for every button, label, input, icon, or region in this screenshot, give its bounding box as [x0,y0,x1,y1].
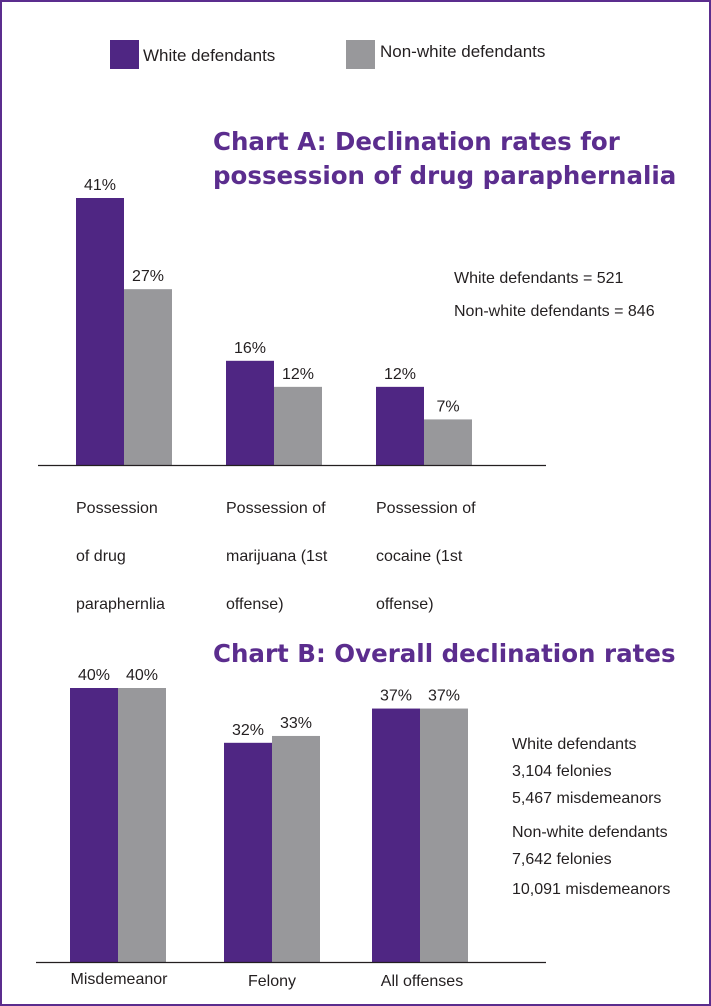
chart-a-category-1-line-2: of drug [76,548,126,565]
chart-a-note-nonwhite: Non-white defendants = 846 [454,303,655,320]
chart-b-bar-nonwhite-2 [272,735,320,962]
chart-a-category-3-line-3: offense) [376,596,434,613]
chart-b-bar-nonwhite-3 [420,708,468,962]
chart-a-category-2-line-1: Possession of [226,500,326,517]
chart-a-title-line-1: Chart A: Declination rates for [213,127,620,156]
chart-a-category-1-line-3: paraphernlia [76,596,165,613]
legend-label-nonwhite: Non-white defendants [380,42,546,61]
chart-a-data-label-white-3: 12% [384,366,416,383]
chart-b-data-label-white-1: 40% [78,667,110,684]
chart-a-category-label-3: Possession of cocaine (1st offense) [376,473,476,641]
chart-b-category-label-3: All offenses [380,973,464,990]
chart-a-bar-nonwhite-3 [424,419,472,465]
legend-swatch-nonwhite [346,40,375,69]
chart-a-data-label-white-2: 16% [234,340,266,357]
chart-b-category-label-2: Felony [247,973,297,990]
chart-a-category-3-line-2: cocaine (1st [376,548,463,565]
chart-b-note-nonwhite-misdemeanors: 10,091 misdemeanors [512,881,671,898]
legend-label-white: White defendants [143,46,276,65]
legend-swatch-white [110,40,139,69]
chart-b-data-label-nonwhite-2: 33% [280,715,312,732]
chart-b-bar-white-2 [224,742,272,962]
chart-a-bar-white-1 [76,198,124,465]
chart-b-note-white-felonies: 3,104 felonies [512,763,612,780]
chart-a-title-line-2: possession of drug paraphernalia [213,161,677,190]
chart-b-data-label-white-2: 32% [232,722,264,739]
chart-a-category-label-1: Possession of drug paraphernlia [76,473,165,641]
chart-b-note-nonwhite-heading: Non-white defendants [512,824,668,841]
chart-a-data-label-nonwhite-2: 12% [282,366,314,383]
chart-b-bar-white-3 [372,708,420,962]
chart-b-data-label-nonwhite-3: 37% [428,688,460,705]
chart-a-bar-nonwhite-2 [274,386,322,465]
chart-a-category-label-2: Possession of marijuana (1st offense) [226,473,327,641]
chart-a-bar-white-3 [376,386,424,465]
chart-b-bar-nonwhite-1 [118,688,166,962]
chart-a-category-3-line-1: Possession of [376,500,476,517]
chart-b-data-label-nonwhite-1: 40% [126,667,158,684]
chart-a-category-2-line-2: marijuana (1st [226,548,328,565]
chart-b-bar-white-1 [70,688,118,962]
chart-a-note-white: White defendants = 521 [454,270,624,287]
chart-b-note-nonwhite-felonies: 7,642 felonies [512,851,612,868]
chart-b-data-label-white-3: 37% [380,688,412,705]
chart-b-category-label-1: Misdemeanor [70,971,168,988]
chart-a-bar-white-2 [226,360,274,465]
chart-a-bar-nonwhite-1 [124,289,172,465]
chart-a-data-label-nonwhite-3: 7% [436,398,459,415]
chart-b-title: Chart B: Overall declination rates [213,639,676,668]
chart-a-title: Chart A: Declination rates for possessio… [213,125,676,193]
chart-a-category-1-line-1: Possession [76,500,158,517]
chart-a-data-label-white-1: 41% [84,177,116,194]
chart-a-data-label-nonwhite-1: 27% [132,268,164,285]
chart-b-note-white-misdemeanors: 5,467 misdemeanors [512,790,662,807]
chart-b-note-white-heading: White defendants [512,736,637,753]
chart-a-category-2-line-3: offense) [226,596,284,613]
